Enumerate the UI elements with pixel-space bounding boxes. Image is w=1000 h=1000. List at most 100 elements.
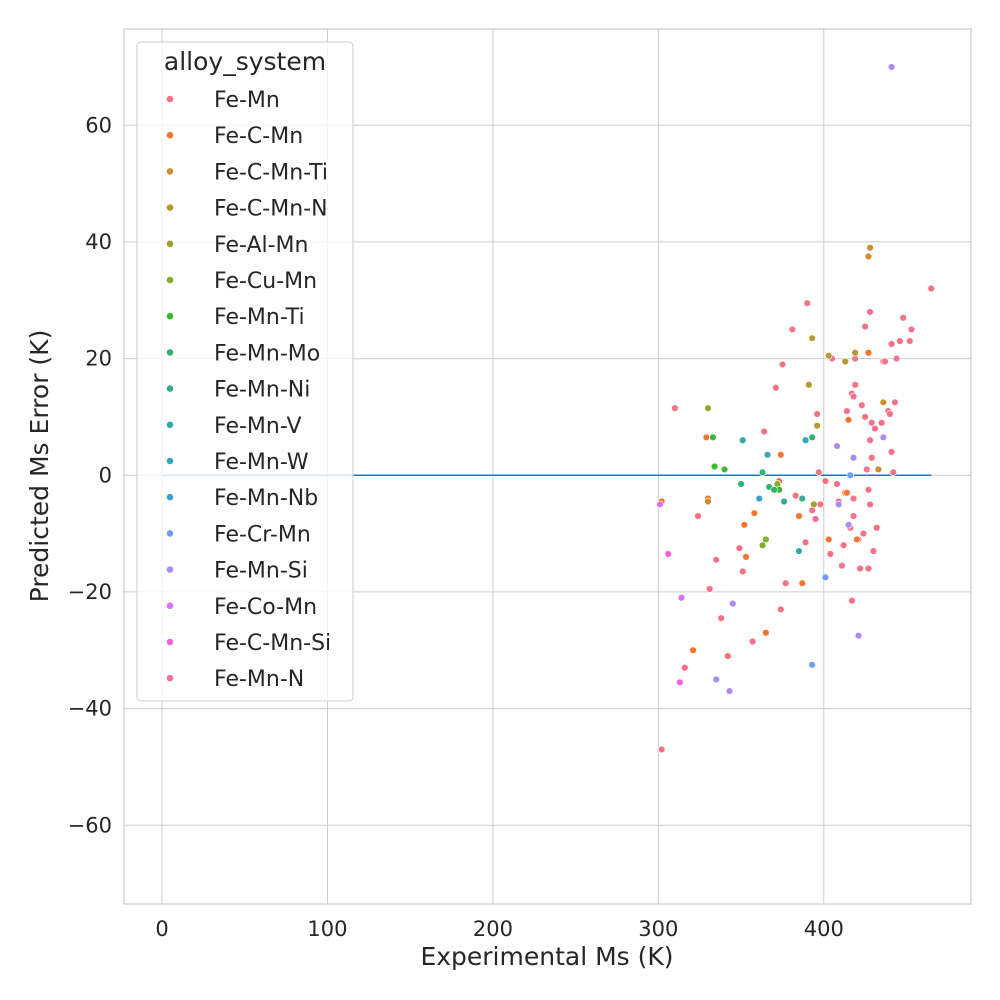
data-point [676, 678, 684, 687]
data-point [861, 413, 869, 421]
data-point [853, 535, 861, 544]
legend-marker [166, 203, 174, 212]
legend-marker [166, 565, 174, 574]
data-point [871, 424, 879, 433]
data-point [720, 465, 729, 474]
data-point [887, 448, 896, 456]
data-point [887, 340, 896, 348]
data-point [801, 538, 810, 547]
legend-entry-label: Fe-Mn-Mo [214, 341, 320, 366]
data-point [864, 564, 873, 573]
data-point [849, 494, 858, 503]
data-point [868, 454, 876, 462]
legend-entry-label: Fe-Mn-Nb [214, 486, 318, 511]
data-point [737, 480, 745, 488]
data-point [704, 497, 712, 506]
data-point [739, 567, 747, 576]
data-point [851, 349, 859, 357]
data-point [849, 392, 858, 401]
data-point [780, 497, 788, 506]
data-point [724, 652, 732, 660]
data-point [735, 544, 744, 552]
data-point [841, 357, 849, 366]
data-point [778, 360, 787, 369]
data-point [826, 550, 835, 558]
data-point [866, 500, 874, 509]
data-point [891, 398, 899, 407]
legend-entry-label: Fe-C-Mn-N [214, 197, 328, 222]
data-point [843, 489, 851, 497]
data-point [843, 407, 851, 415]
data-point [821, 573, 830, 582]
legend-entry-label: Fe-C-Mn-Si [214, 631, 331, 656]
data-point [864, 486, 873, 494]
legend-marker [166, 312, 174, 321]
data-point [788, 325, 797, 334]
data-point [927, 284, 935, 293]
data-point [798, 579, 806, 587]
legend-marker [166, 493, 174, 502]
data-point [777, 605, 785, 614]
data-point [907, 325, 916, 334]
data-point [861, 322, 869, 331]
data-point [681, 664, 689, 672]
data-point [825, 351, 833, 360]
data-point [798, 494, 806, 503]
data-point [879, 433, 888, 442]
legend-marker [166, 674, 174, 683]
data-point [808, 334, 816, 342]
data-point [710, 462, 719, 471]
data-point [866, 436, 874, 444]
data-point [838, 561, 846, 570]
data-point [705, 585, 714, 593]
x-axis-label: Experimental Ms (K) [420, 942, 673, 971]
data-point [712, 556, 720, 564]
legend-title: alloy_system [164, 47, 326, 76]
legend-entry-label: Fe-Al-Mn [214, 233, 308, 258]
data-point [803, 299, 811, 307]
data-point [834, 500, 843, 509]
data-points [656, 63, 935, 754]
legend: alloy_system Fe-Mn Fe-C-Mn Fe-C-Mn-Ti Fe-C-… [136, 41, 354, 702]
data-point [815, 468, 823, 477]
data-point [887, 63, 896, 71]
legend-entry-label: Fe-Mn-Si [214, 559, 308, 584]
legend-entry-label: Fe-C-Mn-Ti [214, 160, 328, 185]
legend-marker [166, 457, 174, 465]
data-point [848, 596, 856, 605]
legend-entry-label: Fe-Mn-W [214, 450, 309, 475]
data-point [906, 337, 914, 345]
data-point [762, 535, 770, 544]
data-point [846, 471, 854, 479]
data-point [849, 454, 858, 462]
data-point [758, 468, 767, 477]
data-point [656, 500, 664, 509]
data-point [889, 468, 897, 477]
data-point [795, 547, 803, 555]
data-point [760, 427, 768, 436]
data-point [762, 629, 770, 637]
x-tick-label: 200 [473, 917, 513, 941]
data-point [825, 535, 833, 544]
data-point [821, 477, 830, 485]
y-tick-label: 60 [85, 113, 112, 137]
grid [124, 29, 971, 904]
data-point [849, 512, 858, 520]
data-point [777, 451, 785, 459]
data-point [739, 436, 747, 444]
data-point [763, 451, 772, 459]
data-point [833, 480, 841, 488]
legend-entry-label: Fe-Co-Mn [214, 595, 317, 620]
legend-marker [166, 529, 174, 538]
data-point [844, 416, 853, 424]
data-point [813, 410, 821, 418]
data-point [811, 515, 820, 523]
data-point [858, 401, 866, 409]
data-point [772, 384, 780, 392]
data-point [770, 486, 778, 494]
x-tick-label: 300 [638, 917, 678, 941]
data-point [813, 421, 821, 430]
data-point [866, 308, 874, 316]
x-tick-label: 0 [155, 917, 168, 941]
data-point [709, 433, 717, 442]
